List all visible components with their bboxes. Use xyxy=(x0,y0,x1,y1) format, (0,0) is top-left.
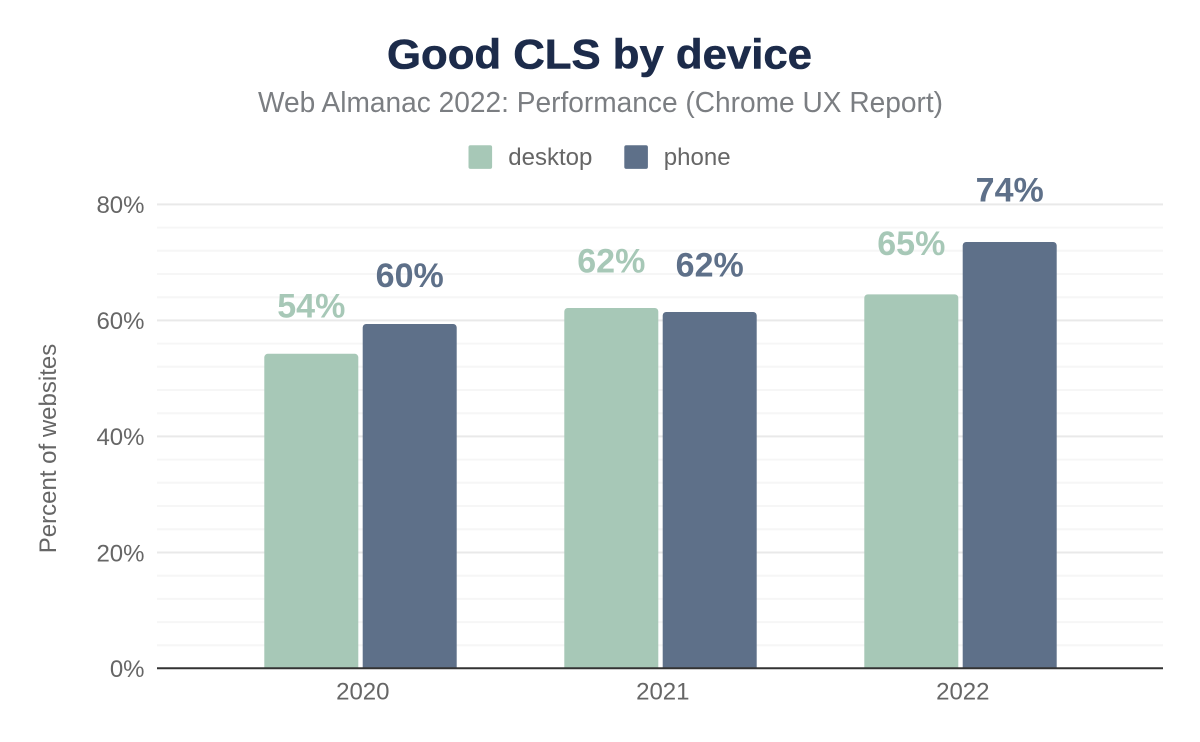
svg-text:80%: 80% xyxy=(96,192,144,219)
svg-text:62%: 62% xyxy=(577,243,645,281)
svg-text:0%: 0% xyxy=(110,656,145,683)
svg-text:Good CLS by device: Good CLS by device xyxy=(387,31,812,78)
svg-text:2022: 2022 xyxy=(936,679,989,706)
svg-text:desktop: desktop xyxy=(508,144,592,171)
svg-text:65%: 65% xyxy=(877,225,945,263)
svg-text:20%: 20% xyxy=(96,540,144,567)
svg-text:60%: 60% xyxy=(96,308,144,335)
svg-text:Percent of websites: Percent of websites xyxy=(35,344,62,553)
svg-text:40%: 40% xyxy=(96,424,144,451)
svg-text:54%: 54% xyxy=(277,288,345,326)
svg-text:phone: phone xyxy=(664,144,731,171)
svg-text:2021: 2021 xyxy=(636,679,689,706)
svg-text:74%: 74% xyxy=(976,172,1044,210)
svg-text:62%: 62% xyxy=(676,246,744,284)
svg-text:2020: 2020 xyxy=(336,679,389,706)
svg-text:60%: 60% xyxy=(376,257,444,295)
svg-text:Web Almanac 2022: Performance: Web Almanac 2022: Performance (Chrome UX… xyxy=(258,87,943,119)
